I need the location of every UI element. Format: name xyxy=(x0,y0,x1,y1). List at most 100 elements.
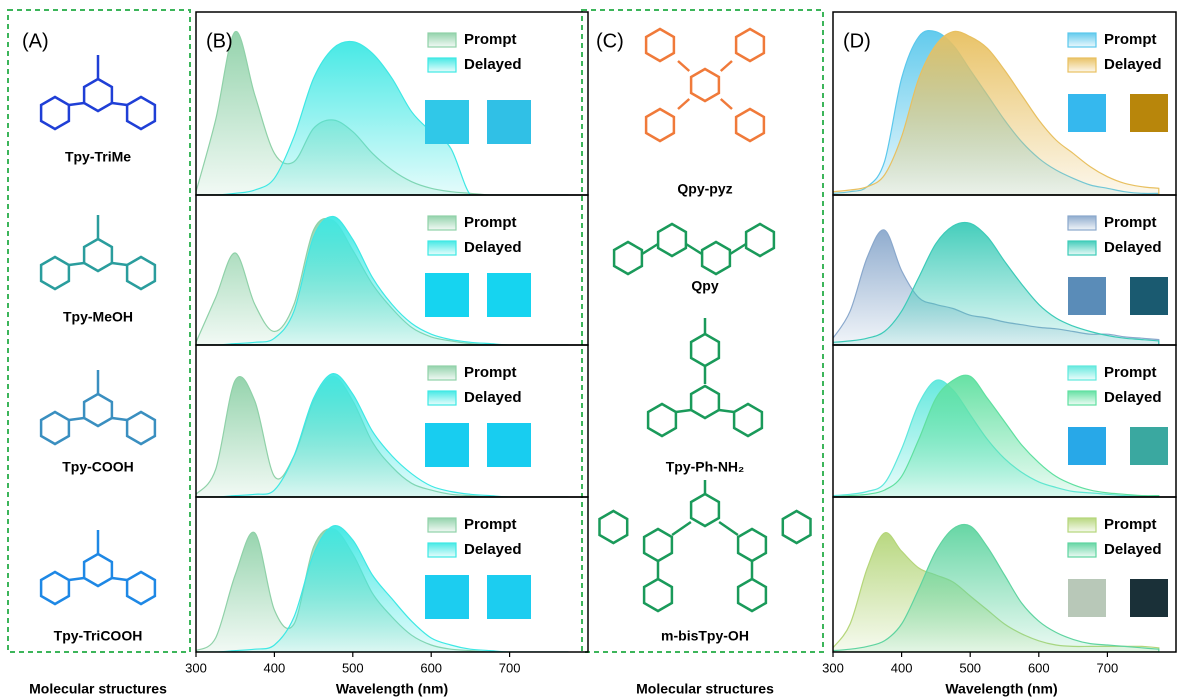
molecule-name: Tpy-TriCOOH xyxy=(54,628,143,644)
bond xyxy=(672,522,691,535)
ring xyxy=(738,579,766,611)
ring xyxy=(783,511,811,543)
legend-label: Prompt xyxy=(1104,364,1157,381)
legend-swatch xyxy=(1068,33,1096,47)
legend-swatch xyxy=(428,33,456,47)
ring xyxy=(691,386,719,418)
ring xyxy=(746,224,774,256)
x-tick-label: 300 xyxy=(185,660,207,675)
ring xyxy=(41,572,69,604)
sample-photo xyxy=(425,273,469,317)
sample-photo xyxy=(487,423,531,467)
x-tick-label: 400 xyxy=(891,660,913,675)
caption: Molecular structures xyxy=(29,681,167,697)
sample-photo xyxy=(1068,427,1106,465)
legend-swatch xyxy=(428,366,456,380)
bond xyxy=(721,99,732,109)
ring xyxy=(614,242,642,274)
legend-label: Prompt xyxy=(464,31,517,48)
ring xyxy=(736,109,764,141)
bond xyxy=(676,410,691,412)
sample-photo xyxy=(425,575,469,619)
legend-label: Prompt xyxy=(464,516,517,533)
panel-c-box xyxy=(582,10,823,652)
panel-label: (B) xyxy=(206,30,233,52)
ring xyxy=(127,412,155,444)
ring xyxy=(691,334,719,366)
molecule-name: Tpy-MeOH xyxy=(63,309,133,325)
bond xyxy=(69,103,84,105)
ring xyxy=(41,97,69,129)
sample-photo xyxy=(1130,94,1168,132)
legend-swatch xyxy=(428,216,456,230)
sample-photo xyxy=(1130,277,1168,315)
ring xyxy=(644,579,672,611)
bond xyxy=(686,244,702,254)
ring xyxy=(646,29,674,61)
legend-label: Delayed xyxy=(464,541,522,558)
sample-photo xyxy=(1068,579,1106,617)
caption: Molecular structures xyxy=(636,681,774,697)
ring xyxy=(658,224,686,256)
ring xyxy=(84,79,112,111)
ring xyxy=(734,404,762,436)
molecule-name: Qpy xyxy=(691,278,718,294)
bond xyxy=(642,244,658,254)
x-tick-label: 300 xyxy=(822,660,844,675)
ring xyxy=(644,529,672,561)
bond xyxy=(69,578,84,580)
legend-swatch xyxy=(428,518,456,532)
legend-swatch xyxy=(428,241,456,255)
legend-label: Delayed xyxy=(1104,56,1162,73)
legend-label: Delayed xyxy=(464,56,522,73)
legend-swatch xyxy=(1068,366,1096,380)
sample-photo xyxy=(487,575,531,619)
panel-label: (A) xyxy=(22,30,49,52)
ring xyxy=(691,494,719,526)
x-tick-label: 600 xyxy=(1028,660,1050,675)
bond xyxy=(719,410,734,412)
bond xyxy=(112,418,127,420)
ring xyxy=(648,404,676,436)
panel-label: (C) xyxy=(596,30,624,52)
ring xyxy=(127,572,155,604)
legend-label: Prompt xyxy=(464,364,517,381)
bond xyxy=(112,263,127,265)
ring xyxy=(41,412,69,444)
bond xyxy=(678,61,689,71)
molecule-name: Tpy-TriMe xyxy=(65,149,131,165)
molecule-name: m-bisTpy-OH xyxy=(661,628,749,644)
sample-photo xyxy=(487,100,531,144)
bond xyxy=(721,61,732,71)
sample-photo xyxy=(1130,427,1168,465)
x-tick-label: 500 xyxy=(959,660,981,675)
legend-swatch xyxy=(1068,391,1096,405)
legend-label: Prompt xyxy=(1104,516,1157,533)
molecule-name: Tpy-COOH xyxy=(62,459,134,475)
legend-label: Delayed xyxy=(1104,389,1162,406)
ring xyxy=(646,109,674,141)
ring xyxy=(736,29,764,61)
panel-label: (D) xyxy=(843,30,871,52)
legend-swatch xyxy=(1068,216,1096,230)
molecule-name: Qpy-pyz xyxy=(677,181,732,197)
bond xyxy=(69,263,84,265)
bond xyxy=(69,418,84,420)
ring xyxy=(41,257,69,289)
legend-label: Delayed xyxy=(464,239,522,256)
legend-swatch xyxy=(428,543,456,557)
sample-photo xyxy=(425,100,469,144)
legend-label: Delayed xyxy=(1104,541,1162,558)
x-tick-label: 600 xyxy=(420,660,442,675)
ring xyxy=(127,257,155,289)
legend-swatch xyxy=(1068,518,1096,532)
figure: (A) (C) Tpy-TriMe Tpy-MeOH Tpy-COOH Tpy-… xyxy=(0,0,1178,700)
x-tick-label: 700 xyxy=(499,660,521,675)
legend-swatch xyxy=(1068,543,1096,557)
bond xyxy=(112,578,127,580)
bond xyxy=(112,103,127,105)
bond xyxy=(678,99,689,109)
sample-photo xyxy=(487,273,531,317)
ring xyxy=(738,529,766,561)
ring xyxy=(600,511,628,543)
